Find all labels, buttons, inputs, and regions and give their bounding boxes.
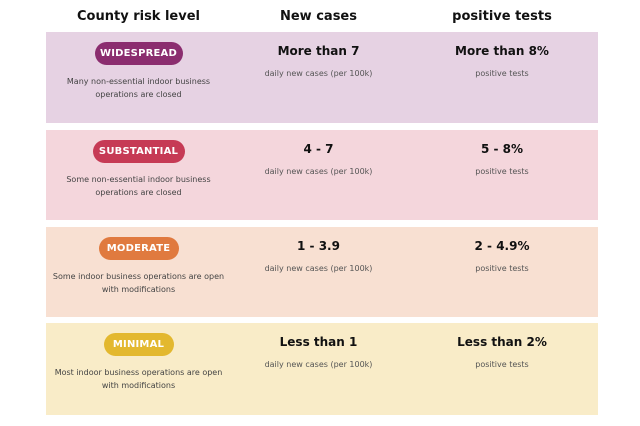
positive-tests-value: Less than 2%: [457, 335, 547, 349]
table-header: County risk level New cases positive tes…: [46, 0, 598, 32]
tier-row-widespread: WIDESPREAD Many non-essential indoor bus…: [46, 32, 598, 123]
positive-tests-note: positive tests: [475, 264, 529, 273]
tier-row-minimal: MINIMAL Most indoor business operations …: [46, 323, 598, 415]
tier-description: Many non-essential indoor business opera…: [66, 77, 211, 99]
header-new-cases: New cases: [279, 8, 357, 24]
new-cases-value: Less than 1: [279, 335, 358, 349]
tier-row-substantial: SUBSTANTIAL Some non-essential indoor bu…: [46, 130, 598, 220]
new-cases-note: daily new cases (per 100k): [264, 360, 373, 369]
new-cases-value: 1 - 3.9: [297, 239, 340, 253]
tier-description: Most indoor business operations are open…: [54, 368, 223, 390]
header-risk-level: County risk level: [77, 8, 200, 24]
header-positive-tests: positive tests: [452, 8, 552, 24]
positive-tests-value: 5 - 8%: [480, 142, 524, 156]
new-cases-value: More than 7: [277, 44, 360, 58]
positive-tests-value: More than 8%: [455, 44, 549, 58]
tier-description: Some indoor business operations are open…: [52, 272, 225, 294]
tier-badge-minimal: MINIMAL: [103, 333, 174, 356]
new-cases-note: daily new cases (per 100k): [264, 167, 373, 176]
tier-description: Some non-essential indoor business opera…: [66, 175, 211, 197]
new-cases-note: daily new cases (per 100k): [264, 264, 373, 273]
tier-row-moderate: MODERATE Some indoor business operations…: [46, 227, 598, 317]
tier-badge-substantial: SUBSTANTIAL: [92, 140, 185, 163]
tier-badge-moderate: MODERATE: [98, 237, 179, 260]
positive-tests-value: 2 - 4.9%: [474, 239, 530, 253]
new-cases-note: daily new cases (per 100k): [264, 69, 373, 78]
tier-badge-widespread: WIDESPREAD: [94, 42, 183, 65]
positive-tests-note: positive tests: [475, 167, 529, 176]
new-cases-value: 4 - 7: [303, 142, 334, 156]
positive-tests-note: positive tests: [475, 360, 529, 369]
positive-tests-note: positive tests: [475, 69, 529, 78]
